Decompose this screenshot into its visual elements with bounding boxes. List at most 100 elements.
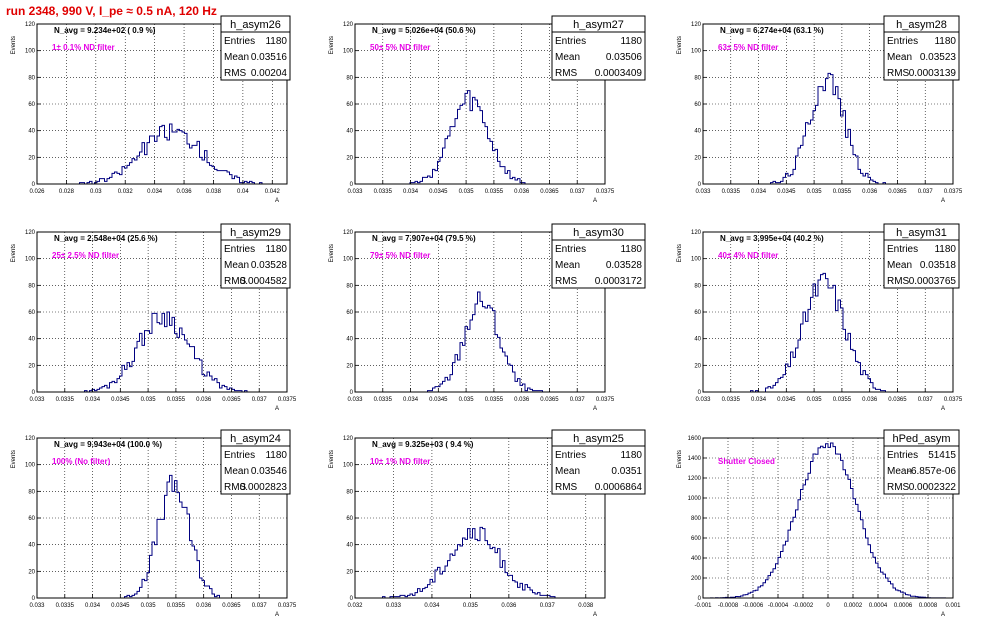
n-avg-header: N_avg = 5.026e+04 (50.6 %) [372,26,476,35]
y-tick-label: 20 [346,155,353,161]
stats-key: RMS [887,482,910,493]
y-tick-label: 40 [28,129,35,135]
stats-key: Mean [887,260,912,271]
y-tick-label: 0 [350,596,354,602]
stats-box-h_asym30: h_asym30 Entries 1180 Mean 0.03528 RMS 0.00031… [551,223,646,289]
stats-value: 0.03506 [606,52,643,63]
stats-key: RMS [887,276,910,287]
stats-value: 0.0004582 [240,276,288,287]
x-axis-label: A [941,406,945,412]
x-tick-label: 0.0335 [374,397,393,403]
x-tick-label: 0.036 [862,397,878,403]
n-avg-header: N_avg = 9.943e+04 (100.0 %) [54,440,162,449]
y-tick-label: 0 [32,182,36,188]
y-tick-label: 40 [346,337,353,343]
stats-key: Entries [224,450,255,461]
histogram-line-hPed_asym [703,442,953,599]
stats-key: Mean [555,260,580,271]
x-tick-label: 0.03 [90,189,102,195]
n-avg-header: N_avg = 7.907e+04 (79.5 %) [372,234,476,243]
stats-value: 1180 [620,244,642,255]
x-axis-label: A [941,612,945,618]
y-tick-label: 120 [343,436,354,442]
stats-value: 1180 [265,450,287,461]
x-tick-label: 0.037 [918,397,934,403]
n-avg-header: N_avg = 2.548e+04 (25.6 %) [54,234,158,243]
stats-value: 0.00204 [251,68,288,79]
filter-annotation: 100% (No filter) [52,457,111,466]
stats-box-h_asym31: h_asym31 Entries 1180 Mean 0.03518 RMS 0.00037… [883,223,960,289]
filter-annotation: 10± 1% ND filter [370,457,430,466]
y-tick-label: 80 [694,283,701,289]
stats-value: 0.03516 [251,52,288,63]
y-tick-label: 60 [694,310,701,316]
stats-value: 1180 [265,244,287,255]
y-tick-label: 1200 [688,476,702,482]
stats-title: h_asym28 [896,19,947,31]
y-tick-label: 100 [25,463,36,469]
x-tick-label: 0.028 [59,189,75,195]
stats-key: RMS [224,68,247,79]
stats-key: Mean [887,52,912,63]
x-tick-label: 0.034 [85,397,101,403]
y-tick-label: 1000 [688,496,702,502]
x-tick-label: 0.038 [206,189,222,195]
x-tick-label: -0.0004 [768,603,789,609]
x-tick-label: 0.0365 [540,189,559,195]
x-tick-label: 0.0004 [869,603,888,609]
x-tick-label: 0.0365 [540,397,559,403]
x-tick-label: 0.036 [862,189,878,195]
y-axis-label: Events [11,450,17,468]
stats-box-h_asym27: h_asym27 Entries 1180 Mean 0.03506 RMS 0.00034… [551,15,646,81]
y-tick-label: 1600 [688,436,702,442]
y-axis-label: Events [329,36,335,54]
x-tick-label: 0.0365 [888,397,907,403]
stats-value: 51415 [928,450,956,461]
y-tick-label: 60 [28,310,35,316]
y-tick-label: 100 [25,49,36,55]
panel-hPed_asym: -0.001 -0.0008 -0.0006 -0.0004 -0.0002 0 0.000… [677,429,961,618]
x-tick-label: -0.0008 [718,603,739,609]
x-tick-label: 0.0335 [56,603,75,609]
x-tick-label: 0.033 [29,397,45,403]
y-tick-label: 80 [346,283,353,289]
x-tick-label: 0.036 [501,603,517,609]
y-tick-label: 40 [28,337,35,343]
x-tick-label: 0.0355 [485,189,504,195]
x-tick-label: 0.0355 [485,397,504,403]
y-axis-label: Events [677,36,683,54]
stats-box-hPed_asym: hPed_asym Entries 51415 Mean-6.857e-06 RMS 0.… [883,429,960,495]
x-tick-label: 0.0345 [429,397,448,403]
y-tick-label: 800 [691,516,702,522]
x-tick-label: 0.0002 [844,603,863,609]
y-axis-label: Events [677,450,683,468]
x-tick-label: 0.0345 [111,397,130,403]
x-tick-label: -0.001 [694,603,712,609]
y-tick-label: 80 [694,75,701,81]
stats-title: h_asym25 [573,433,624,445]
stats-box-h_asym29: h_asym29 Entries 1180 Mean 0.03528 RMS0.00045… [220,223,291,289]
x-tick-label: 0.033 [695,189,711,195]
stats-key: RMS [887,68,910,79]
x-tick-label: 0.0335 [56,397,75,403]
x-tick-label: 0.042 [265,189,281,195]
x-tick-label: 0.037 [918,189,934,195]
x-tick-label: 0.037 [252,397,268,403]
x-axis-label: A [275,198,279,204]
stats-key: Entries [887,36,918,47]
x-tick-label: 0.036 [177,189,193,195]
y-tick-label: 20 [346,569,353,575]
x-tick-label: 0.0375 [596,397,615,403]
y-tick-label: 20 [694,363,701,369]
stats-key: Entries [224,244,255,255]
stats-key: Entries [555,36,586,47]
stats-key: Mean [224,52,249,63]
y-tick-label: 60 [346,102,353,108]
x-tick-label: -0.0002 [793,603,814,609]
y-tick-label: 0 [698,390,702,396]
stats-value: 0.0006864 [595,482,643,493]
y-tick-label: 60 [346,516,353,522]
x-tick-label: 0.034 [403,189,419,195]
x-tick-label: 0.0006 [894,603,913,609]
